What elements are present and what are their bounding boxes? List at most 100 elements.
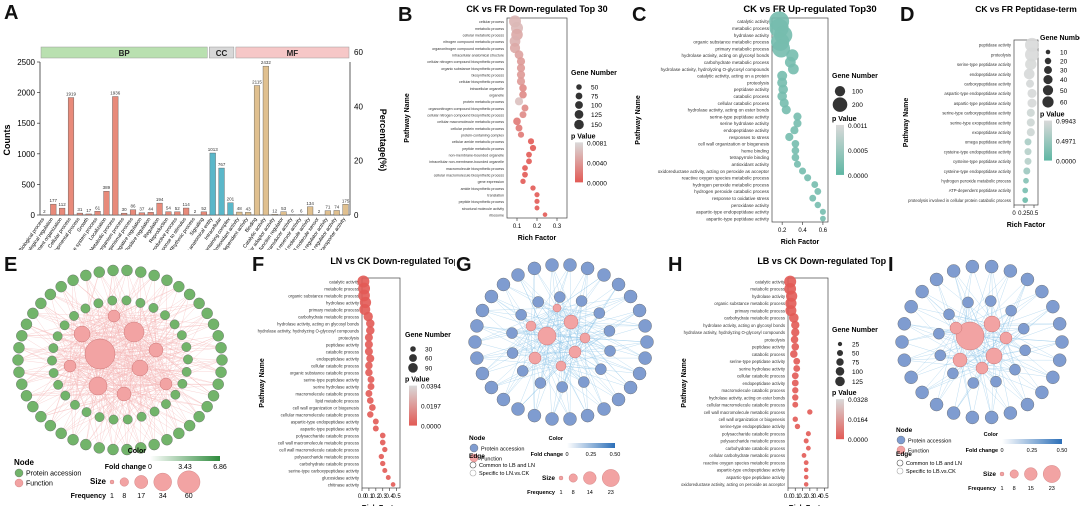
legend-fc-title: Fold change (531, 452, 563, 458)
protein-node (985, 295, 997, 307)
pathway-label: catalytic activity, acting on a protein (697, 74, 769, 79)
y2-tick-label: 40 (354, 102, 363, 111)
pathway-label: aspartic-type peptidase activity (706, 216, 770, 221)
protein-node (947, 367, 959, 380)
bubble-point (380, 460, 386, 467)
network-edge (123, 280, 168, 395)
legend-color-title: Color (984, 432, 999, 438)
size-legend-title: Gene Number (832, 327, 878, 334)
bubble-point (516, 57, 526, 66)
protein-node (16, 330, 28, 342)
lb-ck-down-bubble-chart: LB vs CK Down-regulated Top 30 catalytic … (681, 256, 888, 506)
network-edge (97, 385, 168, 440)
protein-node (94, 412, 105, 422)
protein-node (70, 399, 80, 410)
pathway-label: catalytic activity (755, 279, 786, 284)
protein-node (149, 406, 160, 417)
pathway-label: biosynthetic process (471, 73, 504, 77)
bar-value-label: 53 (281, 206, 287, 211)
size-legend-label: 60 (425, 356, 433, 363)
x-tick-label: 0.2 (372, 494, 381, 500)
bubble-point (519, 111, 527, 119)
x-tick-label: 0.25 (1018, 211, 1030, 217)
network-edge (911, 327, 957, 378)
pathway-label: primary metabolic process (309, 307, 359, 312)
legend-edge-specific-label: Specific to LB.vs.CK (906, 469, 956, 475)
protein-node (475, 366, 490, 381)
protein-node (915, 385, 929, 400)
bubble-point (526, 158, 532, 165)
legend-size-label: 15 (1028, 486, 1034, 492)
network-edge (512, 337, 586, 354)
x-tick-label: 0.3 (379, 494, 388, 500)
network-edge (570, 274, 605, 323)
y2-tick-label: 20 (354, 157, 363, 166)
size-legend-label: 125 (852, 379, 863, 386)
bubble-point (366, 319, 375, 328)
function-node (84, 338, 116, 370)
protein-node (484, 289, 499, 304)
legend-size-label: 17 (137, 493, 145, 500)
pathway-label: proteolysis (338, 335, 359, 340)
p-legend-label: 0.0011 (848, 123, 868, 130)
bubble-point (534, 198, 540, 204)
bubble-point (1025, 37, 1039, 52)
size-legend-label: 20 (1060, 59, 1068, 66)
network-edge (98, 303, 141, 369)
protein-node (93, 442, 105, 454)
network-edge (959, 328, 1024, 361)
bar (59, 207, 66, 216)
network-edge (113, 315, 222, 348)
p-legend-label: 0.0164 (848, 417, 868, 424)
network-edge (511, 332, 562, 367)
pathway-label: primary metabolic process (735, 308, 785, 313)
bubble-point (382, 446, 388, 453)
bar-value-label: 17 (86, 208, 92, 213)
network-e: Node Protein accession Function Color Fold c… (12, 264, 228, 500)
bar-value-label: 175 (342, 198, 350, 203)
legend-color-title: Color (128, 448, 147, 455)
network-edge (53, 331, 135, 349)
bar-value-label: 201 (227, 197, 235, 202)
network-edge (520, 314, 536, 359)
bar (129, 209, 137, 216)
legend-node-title: Node (896, 427, 913, 434)
x-tick-label: 0.2 (778, 228, 787, 234)
network-edge (21, 333, 83, 336)
pathway-label: serine-type carboxypeptidase activity (289, 468, 360, 473)
network-edge (165, 383, 190, 426)
protein-node (93, 298, 104, 309)
pathway-label: cellular metabolic process (463, 33, 505, 37)
protein-node (215, 342, 227, 354)
protein-node (1020, 397, 1035, 412)
p-colorbar (836, 399, 844, 440)
pathway-label: cysteine-type endopeptidase activity (944, 169, 1012, 174)
pathway-label: peptide biosynthetic process (459, 200, 505, 204)
pathway-label: organic substance metabolic process (714, 301, 785, 306)
network-edge (522, 351, 576, 372)
function-node (537, 326, 557, 346)
pathway-label: serine hydrolase activity (720, 121, 770, 126)
protein-node (161, 399, 171, 409)
pathway-label: cellular macromolecule catabolic process (707, 403, 785, 408)
legend-size-title: Size (90, 477, 107, 486)
pathway-label: serine-type endopeptidase activity (720, 424, 786, 429)
bubble-point (1024, 157, 1032, 165)
legend-size-label: 60 (185, 493, 193, 500)
network-edge (97, 307, 154, 387)
protein-node (506, 347, 519, 359)
protein-node (183, 419, 196, 432)
bubble-point (367, 376, 375, 383)
protein-node (632, 303, 647, 318)
legend-size-dot (1042, 465, 1061, 483)
p-colorbar (575, 142, 583, 183)
bar-value-label: 2 (43, 209, 46, 214)
network-edge (99, 353, 141, 448)
size-legend-label: 125 (591, 112, 602, 119)
legend-function-dot (896, 445, 906, 455)
pathway-label: metabolic process (475, 27, 504, 31)
x-tick-label: 0.3 (806, 494, 815, 500)
pathway-label: exopeptidase activity (972, 130, 1012, 135)
network-edge (18, 372, 99, 387)
size-legend-label: 50 (852, 351, 860, 358)
